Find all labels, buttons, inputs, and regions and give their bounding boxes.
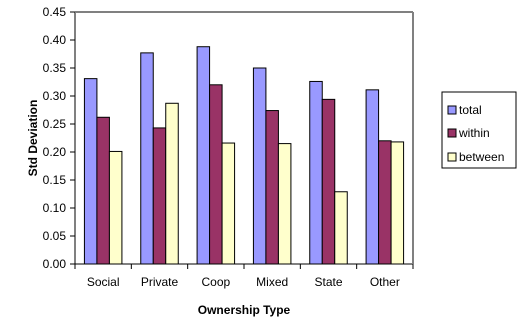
x-tick-label: State xyxy=(314,275,342,289)
y-axis-title: Std Deviation xyxy=(26,100,40,177)
legend-swatch-between xyxy=(447,152,457,162)
bar-total-private xyxy=(140,52,154,265)
y-tick-label: 0.30 xyxy=(43,89,67,103)
legend-label-between: between xyxy=(459,150,504,164)
x-axis-title: Ownership Type xyxy=(198,303,291,317)
y-axis-ticks: 0.00 0.05 0.10 0.15 0.20 0.25 0.30 0.35 0.40 0.45 xyxy=(43,5,75,271)
bar-total-state xyxy=(309,80,323,265)
bar-total-coop xyxy=(196,46,211,265)
y-tick-label: 0.05 xyxy=(43,229,67,243)
bar-within-private xyxy=(152,127,167,265)
x-tick-label: Other xyxy=(370,275,400,289)
x-axis-ticks: Social Private Coop Mixed State Other xyxy=(74,264,414,289)
x-tick-label: Coop xyxy=(201,275,230,289)
x-tick-label: Mixed xyxy=(256,275,288,289)
bar-between-other xyxy=(390,141,405,265)
y-tick-label: 0.40 xyxy=(43,33,67,47)
bar-total-mixed xyxy=(252,67,267,265)
bars-group xyxy=(83,46,405,265)
y-tick-label: 0.10 xyxy=(43,201,67,215)
bar-between-state xyxy=(334,191,348,265)
y-tick-label: 0.45 xyxy=(43,5,67,19)
y-tick-label: 0.00 xyxy=(43,257,67,271)
legend-label-total: total xyxy=(459,103,482,117)
legend-swatch-total xyxy=(447,105,457,115)
bar-within-coop xyxy=(209,84,223,265)
legend: total within between xyxy=(441,91,517,169)
y-tick-label: 0.20 xyxy=(43,145,67,159)
bar-within-mixed xyxy=(265,110,279,265)
bar-within-other xyxy=(378,140,392,265)
legend-swatch-within xyxy=(447,128,457,138)
bar-total-social xyxy=(83,78,98,265)
bar-total-other xyxy=(365,89,380,265)
legend-label-within: within xyxy=(458,126,490,140)
y-tick-label: 0.35 xyxy=(43,61,67,75)
bar-between-mixed xyxy=(277,143,292,265)
y-tick-label: 0.25 xyxy=(43,117,67,131)
x-tick-label: Social xyxy=(87,275,120,289)
bar-between-coop xyxy=(221,142,236,265)
bar-within-state xyxy=(321,98,336,265)
bar-between-social xyxy=(108,150,123,265)
y-tick-label: 0.15 xyxy=(43,173,67,187)
bar-within-social xyxy=(96,116,110,265)
bar-between-private xyxy=(165,102,179,265)
x-tick-label: Private xyxy=(141,275,179,289)
